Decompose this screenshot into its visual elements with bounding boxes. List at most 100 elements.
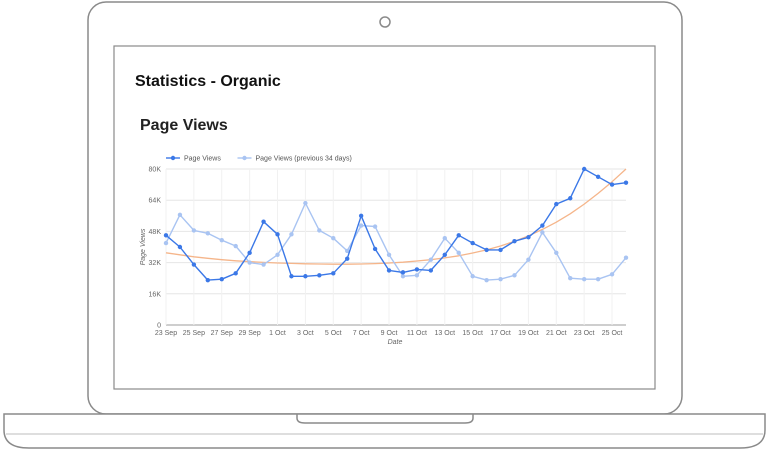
data-point	[512, 238, 517, 244]
data-point	[219, 237, 224, 243]
data-point	[358, 223, 364, 228]
data-point	[386, 268, 392, 273]
data-point	[442, 252, 447, 257]
data-point	[484, 277, 489, 283]
data-point	[233, 243, 238, 249]
data-point	[400, 274, 406, 279]
data-point	[275, 252, 280, 257]
data-point	[540, 230, 545, 235]
data-point	[275, 232, 280, 237]
data-point	[512, 273, 517, 278]
series-line	[165, 202, 627, 281]
x-tick-label: 21 Oct	[546, 330, 567, 337]
data-point	[623, 255, 629, 260]
data-point	[595, 276, 601, 282]
report-title: Statistics - Organic	[135, 73, 281, 90]
data-point	[303, 274, 308, 279]
data-point	[177, 212, 183, 218]
data-point	[261, 262, 266, 267]
data-point	[456, 233, 461, 238]
data-point	[247, 250, 252, 256]
x-tick-label: 11 Oct	[407, 330, 427, 337]
data-point	[526, 235, 531, 240]
data-point	[345, 248, 350, 254]
data-point	[163, 233, 169, 238]
data-point	[554, 201, 559, 207]
data-point	[456, 250, 461, 256]
data-point	[317, 228, 322, 233]
data-point	[568, 196, 573, 201]
x-tick-label: 25 Sep	[183, 330, 205, 337]
x-tick-label: 5 Oct	[325, 330, 342, 337]
data-point	[554, 250, 559, 256]
data-point	[484, 247, 489, 253]
data-point	[428, 268, 434, 273]
data-point	[372, 224, 378, 229]
x-axis-label: Date	[388, 339, 403, 346]
line-chart: 0 16K 32K 48K 64K 80K 23 Sep 25 Sep 27 Sep 29 Se…	[140, 156, 629, 346]
data-point	[163, 240, 169, 246]
x-tick-label: 23 Sep	[155, 330, 177, 337]
data-point	[191, 262, 197, 267]
data-point	[177, 244, 183, 250]
trend-line	[165, 168, 627, 265]
data-point	[261, 219, 266, 224]
data-point	[331, 271, 336, 276]
data-point	[219, 276, 224, 282]
data-point	[303, 200, 308, 206]
x-tick-label: 29 Sep	[239, 330, 261, 337]
laptop-base	[3, 413, 766, 449]
chart-title: Page Views	[140, 117, 228, 134]
data-point	[372, 246, 378, 252]
x-tick-label: 1 Oct	[269, 330, 286, 337]
data-point	[609, 272, 615, 277]
x-tick-label: 7 Oct	[353, 330, 370, 337]
x-tick-label: 15 Oct	[462, 330, 483, 337]
data-point	[526, 257, 531, 262]
data-point	[623, 180, 629, 185]
data-point	[233, 271, 238, 276]
x-tick-label: 25 Oct	[602, 330, 623, 337]
x-axis-ticks: 23 Sep 25 Sep 27 Sep 29 Sep 1 Oct 3 Oct 5 Oct 7…	[155, 330, 623, 337]
data-point	[498, 247, 503, 253]
x-tick-label: 23 Oct	[574, 330, 595, 337]
data-point	[498, 276, 503, 282]
data-point	[205, 277, 211, 283]
data-point	[568, 276, 573, 281]
webcam-icon	[379, 16, 391, 28]
data-point	[331, 236, 336, 241]
legend-swatch-dot	[242, 155, 247, 161]
x-tick-label: 27 Sep	[211, 330, 233, 337]
data-point	[581, 276, 587, 282]
y-axis-ticks: 0 16K 32K 48K 64K 80K	[149, 167, 162, 330]
data-point	[400, 270, 406, 275]
data-point	[345, 256, 350, 261]
x-tick-label: 17 Oct	[490, 330, 511, 337]
data-point	[470, 274, 475, 279]
legend-swatch-dot	[170, 155, 176, 161]
y-tick-label: 16K	[149, 291, 162, 298]
chart-legend[interactable]: Page Views Page Views (previous 34 days)	[166, 156, 352, 163]
y-tick-label: 80K	[149, 167, 162, 174]
data-point	[581, 166, 587, 172]
data-point	[289, 274, 294, 279]
laptop-notch	[296, 414, 474, 424]
series-line	[165, 168, 627, 281]
y-tick-label: 32K	[149, 260, 162, 267]
laptop-screen	[113, 45, 656, 390]
y-tick-label: 0	[157, 323, 161, 330]
data-point	[470, 240, 475, 246]
x-tick-label: 3 Oct	[297, 330, 314, 337]
data-point	[317, 273, 322, 278]
x-tick-label: 9 Oct	[381, 330, 398, 337]
data-point	[205, 231, 211, 236]
data-point	[595, 174, 601, 179]
data-point	[358, 213, 364, 218]
x-tick-label: 13 Oct	[434, 330, 455, 337]
chart-series	[163, 166, 629, 283]
data-point	[247, 260, 252, 265]
data-point	[609, 182, 615, 187]
y-tick-label: 48K	[149, 229, 162, 236]
x-tick-label: 19 Oct	[518, 330, 539, 337]
y-axis-label: Page Views	[140, 228, 147, 265]
